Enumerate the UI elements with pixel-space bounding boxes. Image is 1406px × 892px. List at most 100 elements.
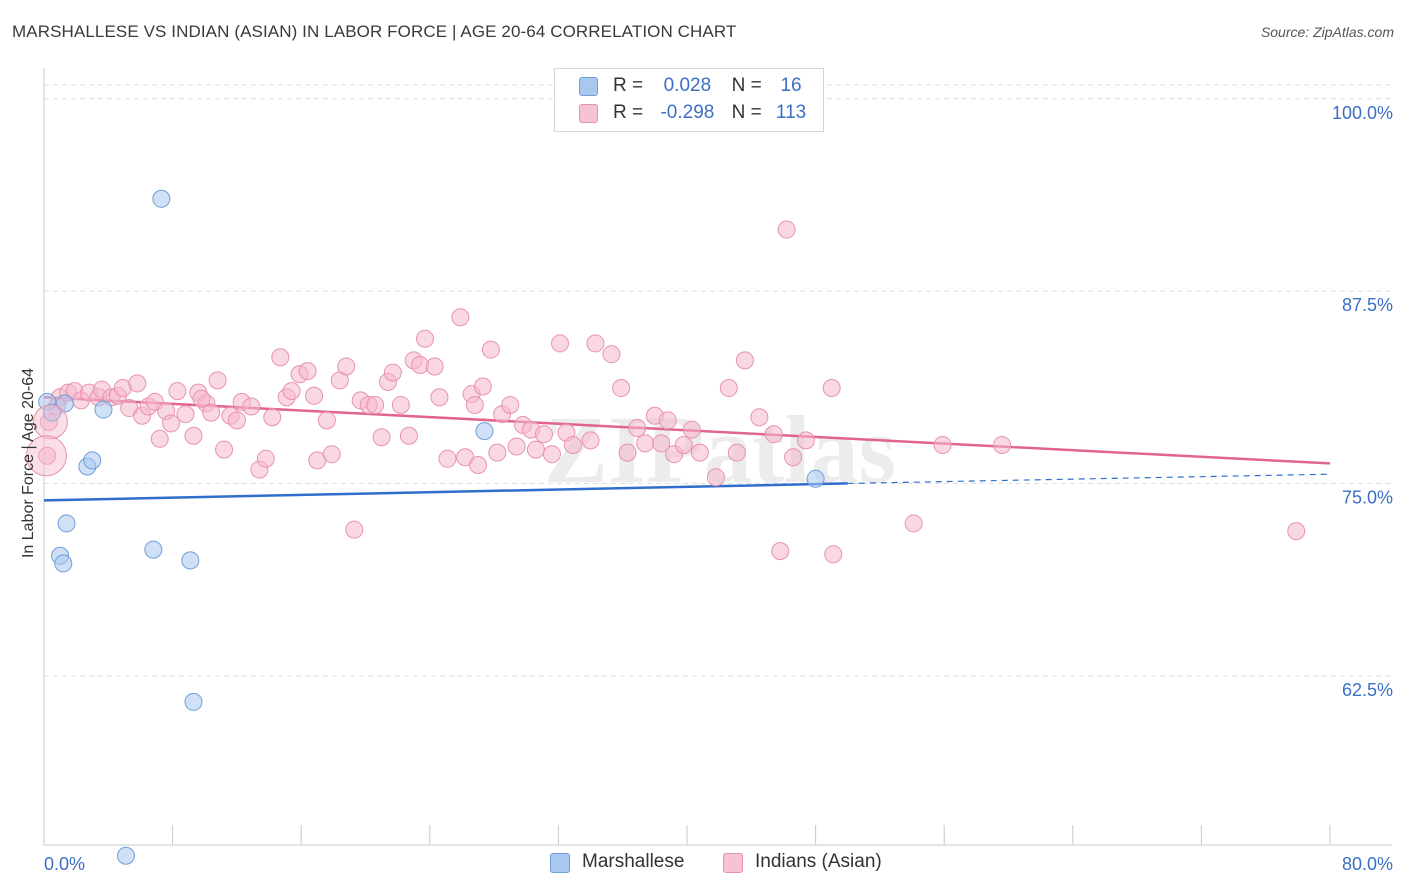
indians-point [271, 348, 290, 367]
marshallese-point [43, 403, 62, 422]
indians-point [263, 408, 282, 427]
marshallese-point [54, 554, 73, 573]
indians-point [628, 419, 647, 438]
indians-point [735, 351, 754, 370]
indians-swatch [579, 104, 598, 123]
marshallese-point [57, 514, 76, 533]
marshallese-point [83, 451, 102, 470]
indians-point [796, 431, 815, 450]
x-tick-label: 0.0% [44, 854, 85, 874]
indians-point [438, 449, 457, 468]
indians-point [636, 434, 655, 453]
indians-point [933, 435, 952, 454]
indians-point [256, 449, 275, 468]
indians-point [1287, 522, 1306, 541]
marshallese-point [181, 551, 200, 570]
indians-point [501, 395, 520, 414]
tick-labels: 62.5% 75.0% 87.5% 100.0% 0.0% 80.0% [44, 103, 1393, 874]
indians-point [202, 403, 221, 422]
indians-point [993, 435, 1012, 454]
marshallese-point [144, 540, 163, 559]
indians-point [658, 411, 677, 430]
indians-point [488, 443, 507, 462]
indians-point [777, 220, 796, 239]
legend-n-label: N = [731, 75, 762, 96]
correlation-legend: R = 0.028 N = 16 R = -0.298 N = 113 [554, 68, 824, 132]
indians-point-large [32, 404, 68, 440]
indians-point [784, 448, 803, 467]
indians-point [824, 545, 843, 564]
marshallese-point [55, 394, 74, 413]
indians-point [184, 426, 203, 445]
legend-r-value: -0.298 [660, 102, 715, 123]
legend-r-label: R = [613, 75, 644, 96]
indians-point [473, 377, 492, 396]
indians-point [322, 445, 341, 464]
indians-point [282, 382, 301, 401]
legend-n-label: N = [731, 102, 762, 123]
indians-point [750, 408, 769, 427]
y-tick-label: 75.0% [1342, 487, 1393, 507]
grid [44, 84, 1392, 677]
indians-point [430, 388, 449, 407]
legend-r-label: R = [613, 102, 644, 123]
chart-title: MARSHALLESE VS INDIAN (ASIAN) IN LABOR F… [12, 22, 737, 41]
indians-point [128, 374, 147, 393]
indians-point [551, 334, 570, 353]
indians-point [38, 446, 57, 465]
indians-point [161, 414, 180, 433]
indians-point [305, 386, 324, 405]
legend-n-value: 113 [775, 102, 807, 123]
marshallese-trend-extension [847, 473, 1331, 485]
indians-legend-label: Indians (Asian) [755, 851, 882, 872]
indians-point [904, 514, 923, 533]
marshallese-point [94, 400, 113, 419]
indians-point [345, 520, 364, 539]
indians-point [481, 340, 500, 359]
indians-point [192, 389, 211, 408]
indians-point [391, 395, 410, 414]
marshallese-swatch [579, 77, 598, 96]
indians-point [372, 428, 391, 447]
indians-point [383, 363, 402, 382]
marshallese-point [475, 422, 494, 441]
indians-point [317, 411, 336, 430]
indians-point [534, 425, 553, 444]
indians-point [150, 429, 169, 448]
indians-point [586, 334, 605, 353]
marshallese-trend-line [43, 482, 848, 502]
indians-point [415, 329, 434, 348]
indians-point [227, 411, 246, 430]
indians-point [176, 405, 195, 424]
indians-point [208, 371, 227, 390]
indians-legend-swatch [723, 853, 743, 873]
marshallese-legend-swatch [550, 853, 570, 873]
indians-point [612, 379, 631, 398]
indians-point [602, 345, 621, 364]
indians-point [652, 434, 671, 453]
indians-point [719, 379, 738, 398]
indians-point [674, 435, 693, 454]
indians-point [242, 397, 261, 416]
legend-n-value: 16 [780, 75, 802, 96]
indians-point-large [25, 435, 67, 477]
x-tick-label: 80.0% [1342, 854, 1393, 874]
marshallese-point [152, 189, 171, 208]
indians-point [581, 431, 600, 450]
y-tick-label: 87.5% [1342, 295, 1393, 315]
indians-point [822, 379, 841, 398]
indians-point [337, 357, 356, 376]
y-axis-label: In Labor Force | Age 20-64 [20, 367, 37, 559]
indians-point [771, 542, 790, 561]
indians-point [451, 308, 470, 327]
marshallese-legend-label: Marshallese [582, 851, 685, 872]
y-tick-label: 62.5% [1342, 680, 1393, 700]
marshallese-point [184, 692, 203, 711]
marshallese-point [806, 469, 825, 488]
indians-point [526, 440, 545, 459]
data-points [25, 189, 1306, 865]
indians-point [298, 362, 317, 381]
indians-point [507, 437, 526, 456]
indians-point [618, 443, 637, 462]
indians-point [727, 443, 746, 462]
